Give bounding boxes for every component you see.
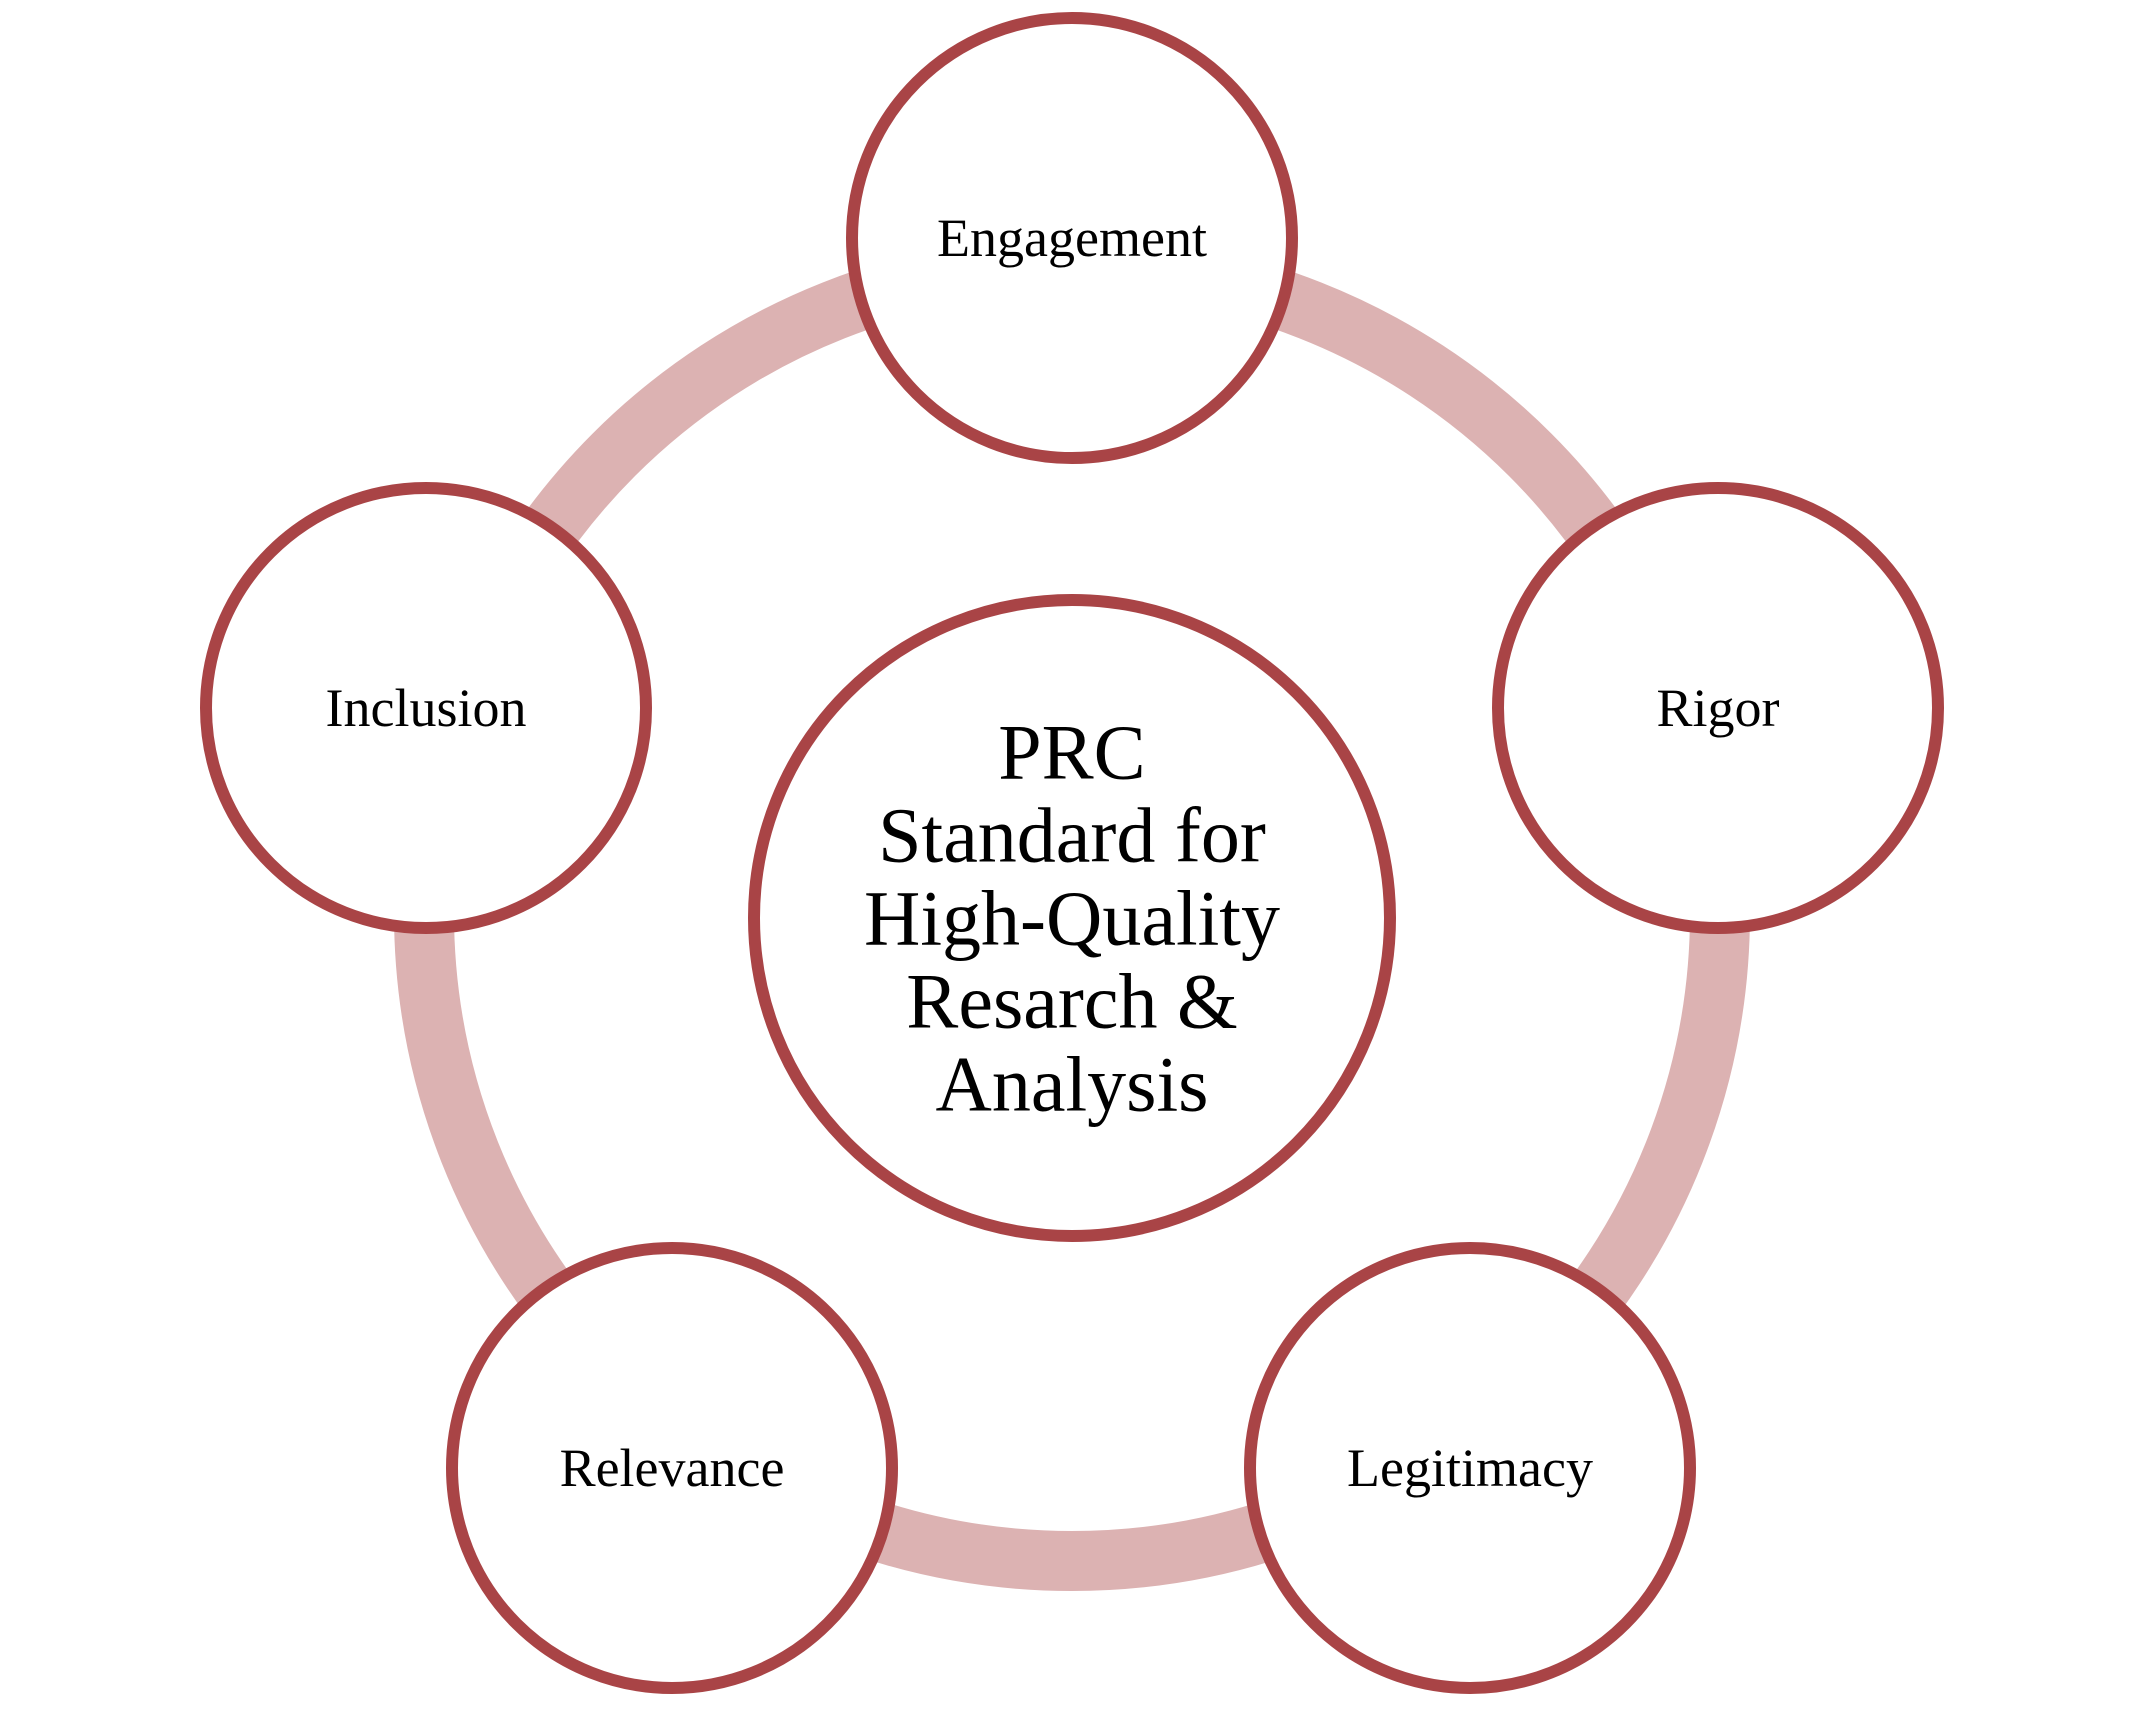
node-engagement-circle	[846, 12, 1298, 464]
node-relevance-label: Relevance	[560, 1438, 785, 1498]
node-rigor-circle	[1492, 482, 1944, 934]
node-engagement-label: Engagement	[937, 208, 1207, 268]
node-rigor-label: Rigor	[1656, 678, 1779, 738]
node-legitimacy-label: Legitimacy	[1347, 1438, 1593, 1498]
node-legitimacy-circle	[1244, 1242, 1696, 1694]
node-rigor: Rigor	[1492, 482, 1944, 934]
center-line-4: Resarch &	[906, 958, 1237, 1045]
center-line-2: Standard for	[878, 792, 1266, 879]
node-inclusion-circle	[200, 482, 652, 934]
center-line-3: High-Quality	[864, 875, 1280, 962]
node-relevance-circle	[446, 1242, 898, 1694]
node-inclusion: Inclusion	[200, 482, 652, 934]
center-line-5: Analysis	[936, 1041, 1209, 1128]
node-engagement: Engagement	[846, 12, 1298, 464]
center-node: PRC Standard for High-Quality Resarch & …	[748, 594, 1396, 1242]
center-node-circle	[748, 594, 1396, 1242]
node-legitimacy: Legitimacy	[1244, 1242, 1696, 1694]
node-relevance: Relevance	[446, 1242, 898, 1694]
node-inclusion-label: Inclusion	[326, 678, 527, 738]
center-line-1: PRC	[998, 709, 1145, 796]
